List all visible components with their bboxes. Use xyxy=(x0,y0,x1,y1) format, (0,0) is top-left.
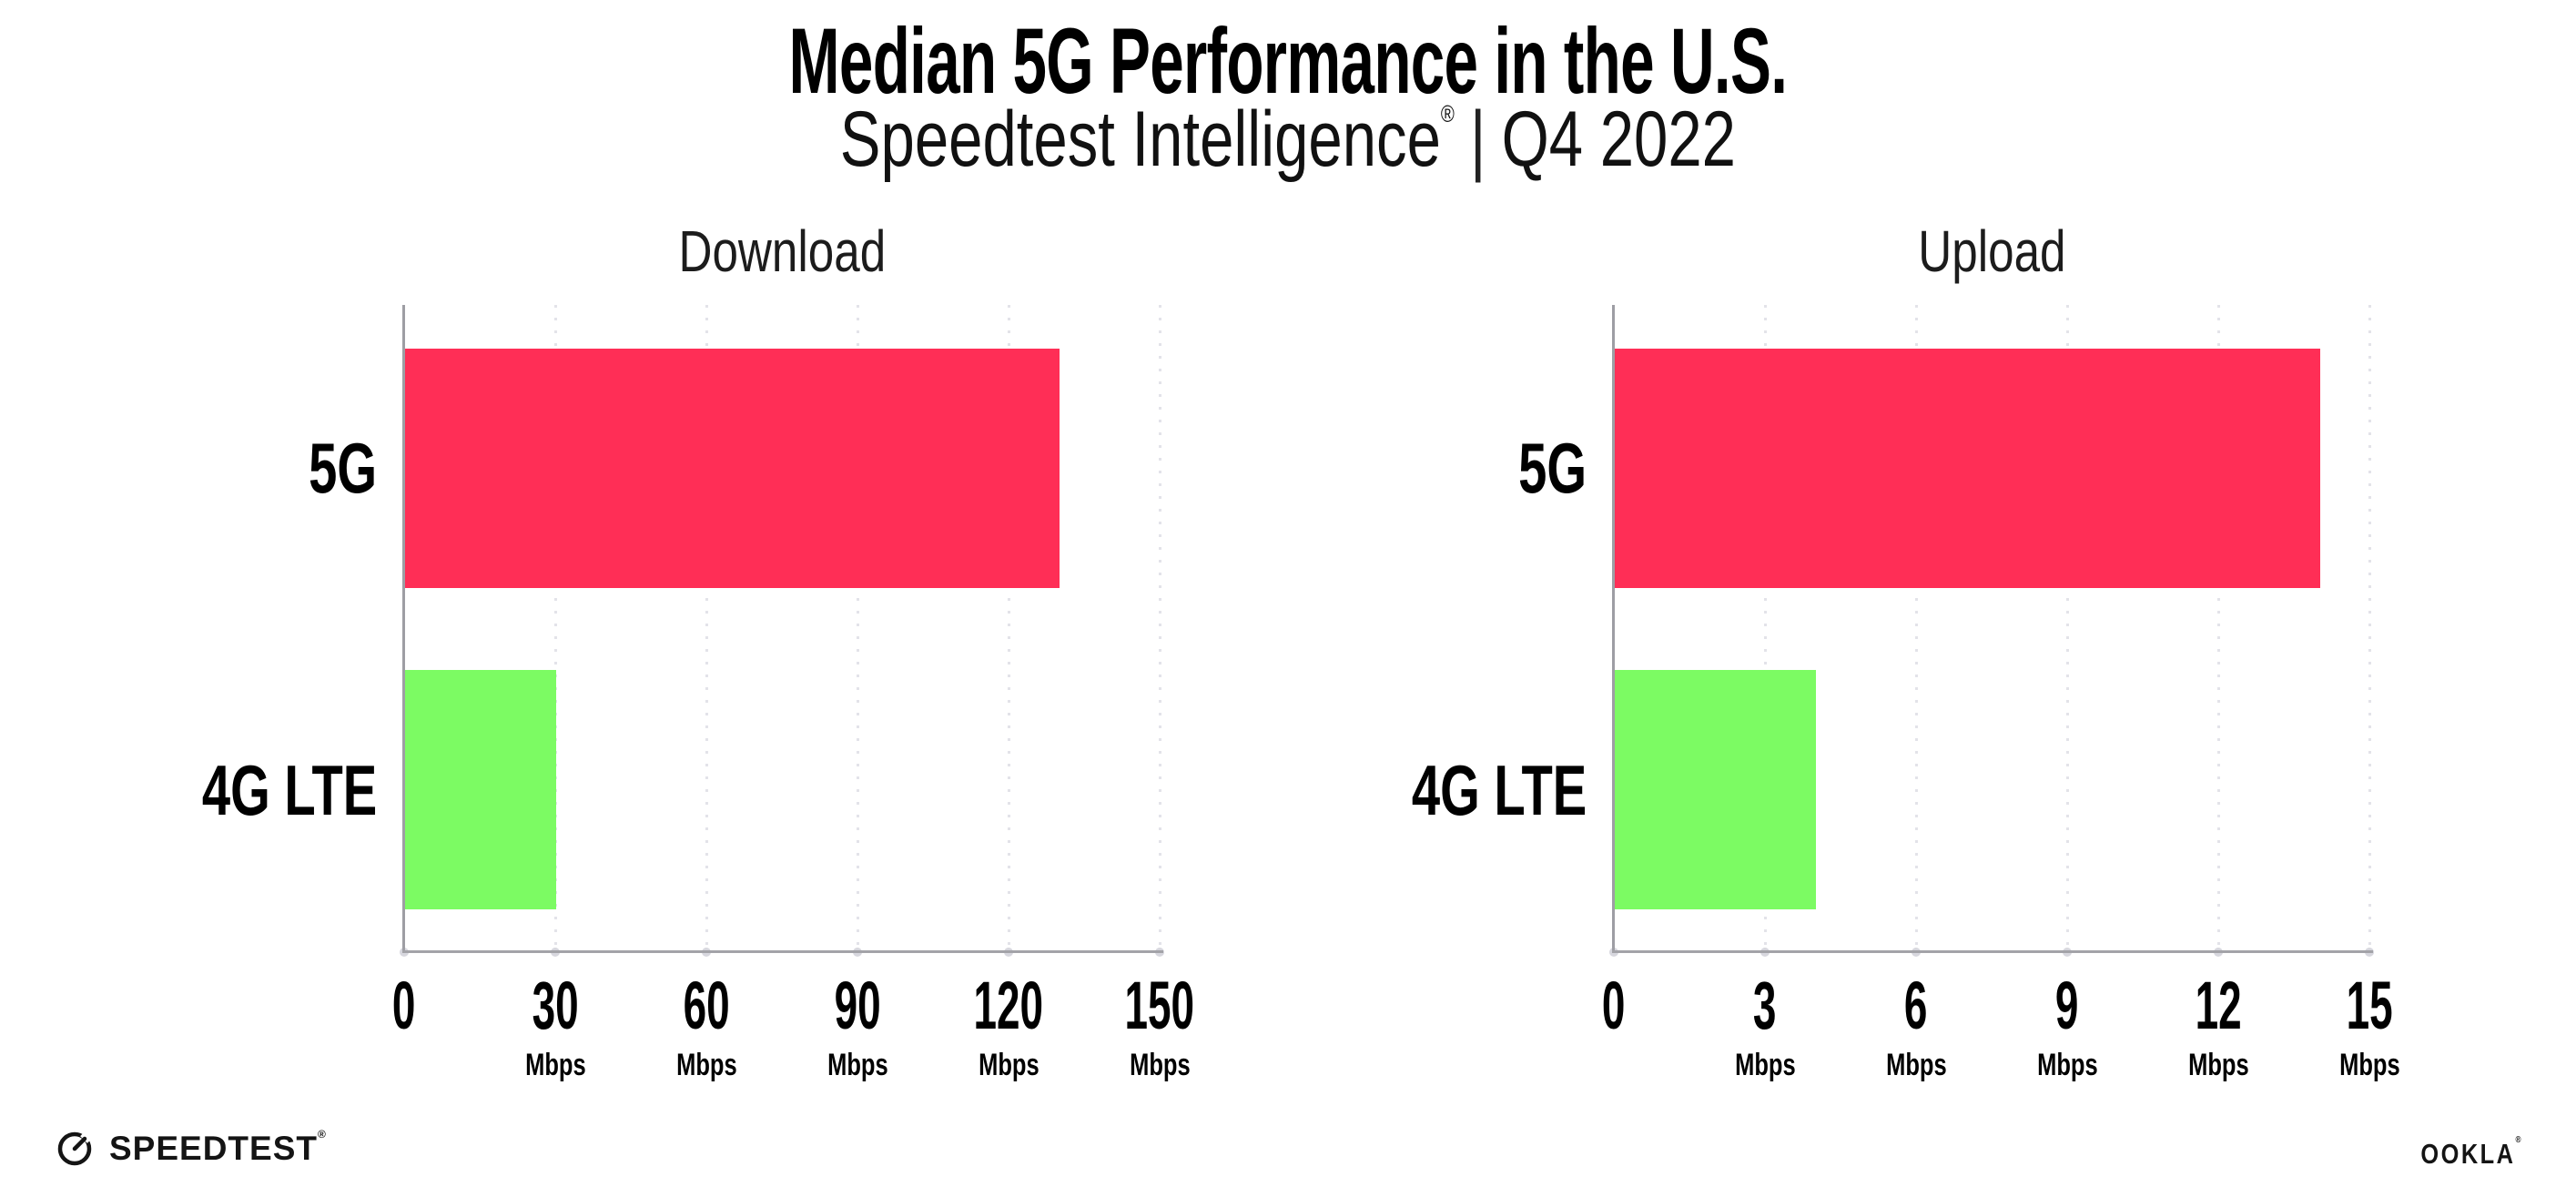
category-label-4g-lte: 4G LTE xyxy=(201,750,377,830)
plot-area xyxy=(400,305,1164,957)
tick-number: 15 xyxy=(2346,968,2393,1043)
axis-tick-dot xyxy=(400,948,409,957)
x-tick-label: 0 xyxy=(1536,970,1691,1041)
tick-number: 60 xyxy=(683,968,730,1043)
axis-tick-dot xyxy=(2214,948,2223,957)
bar-5g xyxy=(405,349,1060,588)
x-tick-label: 60 Mbps xyxy=(629,970,784,1080)
gridline xyxy=(1008,305,1010,951)
x-tick-label: 90 Mbps xyxy=(780,970,935,1080)
axis-tick-dot xyxy=(1912,948,1921,957)
tick-number: 150 xyxy=(1124,968,1195,1043)
registered-mark: ® xyxy=(2515,1135,2523,1145)
tick-unit: Mbps xyxy=(2338,1047,2400,1082)
x-axis-line xyxy=(402,950,1163,953)
x-tick-label: 120 Mbps xyxy=(931,970,1086,1080)
tick-number: 12 xyxy=(2195,968,2242,1043)
gridline xyxy=(1915,305,1918,951)
axis-tick-dot xyxy=(1004,948,1013,957)
tick-number: 0 xyxy=(392,968,416,1043)
axis-tick-dot xyxy=(1155,948,1164,957)
ookla-wordmark: OOKLA xyxy=(2420,1138,2516,1170)
chart-title: Upload xyxy=(1614,222,2369,295)
axis-tick-dot xyxy=(2365,948,2374,957)
category-label-4g-lte: 4G LTE xyxy=(1411,750,1587,830)
tick-number: 9 xyxy=(2055,968,2079,1043)
tick-unit: Mbps xyxy=(2187,1047,2249,1082)
gridline xyxy=(857,305,859,951)
tick-number: 30 xyxy=(532,968,579,1043)
gridline xyxy=(554,305,557,951)
category-label-5g: 5G xyxy=(309,428,377,508)
gridline xyxy=(705,305,708,951)
gridline xyxy=(2368,305,2371,951)
tick-unit: Mbps xyxy=(675,1047,737,1082)
chart-title-text: Upload xyxy=(1917,218,2066,284)
gridline xyxy=(2066,305,2069,951)
axis-tick-dot xyxy=(702,948,711,957)
registered-mark: ® xyxy=(318,1128,327,1141)
bar-4g-lte xyxy=(405,670,556,909)
y-axis-line xyxy=(1612,305,1615,951)
tick-unit: Mbps xyxy=(1885,1047,1947,1082)
gridline xyxy=(2217,305,2220,951)
category-label-5g: 5G xyxy=(1518,428,1587,508)
tick-number: 3 xyxy=(1753,968,1777,1043)
ookla-logo: OOKLA® xyxy=(2409,1135,2534,1171)
page-subtitle-text: Speedtest Intelligence® | Q4 2022 xyxy=(840,100,1736,178)
page-subtitle: Speedtest Intelligence® | Q4 2022 xyxy=(0,100,2576,178)
subtitle-separator: | xyxy=(1470,96,1486,183)
tick-unit: Mbps xyxy=(1734,1047,1796,1082)
x-tick-label: 9 Mbps xyxy=(1990,970,2145,1080)
tick-unit: Mbps xyxy=(827,1047,888,1082)
plot-area xyxy=(1609,305,2374,957)
bar-4g-lte xyxy=(1615,670,1816,909)
tick-unit: Mbps xyxy=(524,1047,586,1082)
tick-number: 120 xyxy=(973,968,1044,1043)
axis-tick-dot xyxy=(551,948,560,957)
x-tick-label: 12 Mbps xyxy=(2141,970,2296,1080)
x-axis-line xyxy=(1612,950,2373,953)
subtitle-period: Q4 2022 xyxy=(1501,96,1737,183)
y-axis-line xyxy=(402,305,405,951)
x-tick-label: 150 Mbps xyxy=(1082,970,1237,1080)
bar-5g xyxy=(1615,349,2320,588)
tick-number: 6 xyxy=(1904,968,1928,1043)
axis-tick-dot xyxy=(1609,948,1618,957)
speedtest-wordmark: SPEEDTEST® xyxy=(109,1128,327,1167)
tick-number: 0 xyxy=(1602,968,1626,1043)
x-tick-label: 15 Mbps xyxy=(2292,970,2447,1080)
axis-tick-dot xyxy=(853,948,862,957)
chart-title-text: Download xyxy=(678,218,886,284)
gridline xyxy=(1764,305,1767,951)
page-title-text: Median 5G Performance in the U.S. xyxy=(788,9,1788,113)
gridline xyxy=(1159,305,1161,951)
chart-title: Download xyxy=(404,222,1160,295)
registered-mark: ® xyxy=(1441,100,1455,127)
x-tick-label: 0 xyxy=(327,970,482,1041)
speedometer-gauge-icon xyxy=(57,1129,95,1166)
axis-tick-dot xyxy=(2063,948,2072,957)
axis-tick-dot xyxy=(1760,948,1770,957)
tick-unit: Mbps xyxy=(2036,1047,2098,1082)
tick-unit: Mbps xyxy=(978,1047,1040,1082)
x-tick-label: 3 Mbps xyxy=(1688,970,1842,1080)
x-tick-label: 30 Mbps xyxy=(478,970,633,1080)
speedtest-logo: SPEEDTEST® xyxy=(53,1127,327,1171)
page-title: Median 5G Performance in the U.S. xyxy=(0,15,2576,107)
x-tick-label: 6 Mbps xyxy=(1839,970,1993,1080)
subtitle-brand: Speedtest Intelligence xyxy=(839,96,1442,183)
tick-unit: Mbps xyxy=(1129,1047,1191,1082)
tick-number: 90 xyxy=(834,968,881,1043)
